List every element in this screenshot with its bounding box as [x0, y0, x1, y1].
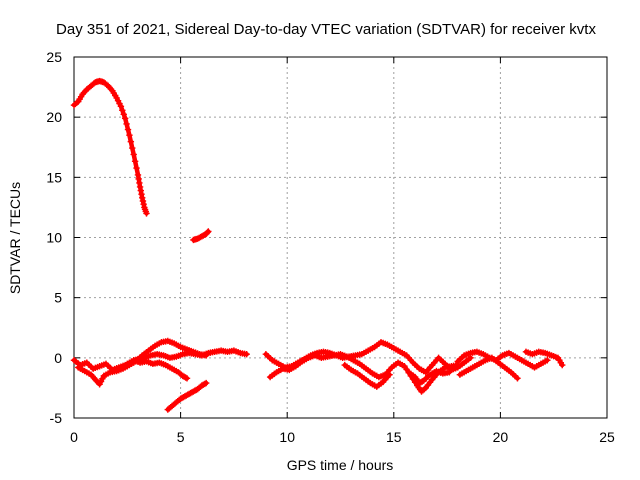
- y-tick-label: 0: [54, 350, 62, 366]
- data-point: [243, 351, 250, 358]
- chart-title: Day 351 of 2021, Sidereal Day-to-day VTE…: [56, 21, 596, 38]
- x-tick-label: 20: [493, 429, 509, 445]
- data-point: [126, 132, 133, 139]
- data-point: [139, 194, 146, 201]
- y-tick-label: 25: [46, 49, 62, 65]
- data-point: [182, 374, 189, 381]
- series-arc-11: [454, 348, 551, 371]
- y-tick-label: 5: [54, 290, 62, 306]
- data-point: [138, 190, 145, 198]
- data-point: [119, 107, 126, 114]
- y-axis-label: SDTVAR / TECUs: [7, 182, 23, 294]
- data-point: [421, 385, 428, 393]
- y-tick-label: 15: [46, 169, 62, 185]
- series-arc-3: [164, 379, 210, 413]
- x-tick-label: 5: [177, 429, 185, 445]
- data-point: [183, 375, 191, 382]
- data-point: [446, 369, 453, 376]
- y-tick-label: 10: [46, 230, 62, 246]
- data-point: [136, 183, 144, 191]
- data-point: [131, 158, 139, 165]
- data-point: [120, 111, 127, 118]
- series-line: [71, 78, 149, 216]
- data-point: [202, 352, 210, 359]
- series-arc-4: [70, 347, 250, 374]
- data-point: [140, 201, 147, 208]
- data-layer: [70, 77, 566, 413]
- data-point: [559, 361, 566, 369]
- x-tick-label: 0: [70, 429, 78, 445]
- x-tick-label: 25: [599, 429, 615, 445]
- series-arc-12: [456, 354, 521, 382]
- data-point: [127, 138, 135, 145]
- series-arc-9: [341, 361, 393, 390]
- data-point: [201, 380, 208, 388]
- data-point: [134, 171, 142, 179]
- axis-ticks: 0 5 10 15 20 25 -5 0 5 10 15 20 25: [46, 49, 615, 445]
- data-point: [133, 164, 140, 172]
- data-point: [136, 179, 143, 187]
- series-arc-10: [405, 367, 453, 387]
- x-axis-label: GPS time / hours: [287, 457, 394, 473]
- data-point: [419, 378, 426, 385]
- x-tick-label: 15: [386, 429, 402, 445]
- data-point: [386, 371, 393, 378]
- data-point: [121, 115, 129, 122]
- data-point: [129, 144, 136, 152]
- data-point: [205, 228, 212, 235]
- data-point: [135, 175, 142, 183]
- series-arc-13: [522, 348, 566, 369]
- data-point: [143, 210, 150, 217]
- series-arc-2: [190, 228, 212, 244]
- series-arc-6: [130, 357, 191, 382]
- x-tick-label: 10: [279, 429, 295, 445]
- data-point: [139, 197, 147, 205]
- data-point: [123, 120, 130, 128]
- y-tick-label: -5: [50, 410, 63, 426]
- series-arc-5: [75, 337, 210, 388]
- data-point: [401, 363, 408, 370]
- data-point: [73, 99, 81, 106]
- data-point: [202, 379, 210, 387]
- data-point: [544, 357, 551, 364]
- data-point: [117, 103, 125, 110]
- data-point: [130, 151, 137, 158]
- data-point: [514, 375, 521, 382]
- data-point: [204, 229, 211, 236]
- data-point: [137, 187, 145, 194]
- series-arc-1: [70, 77, 150, 217]
- y-tick-label: 20: [46, 109, 62, 125]
- data-point: [124, 126, 132, 133]
